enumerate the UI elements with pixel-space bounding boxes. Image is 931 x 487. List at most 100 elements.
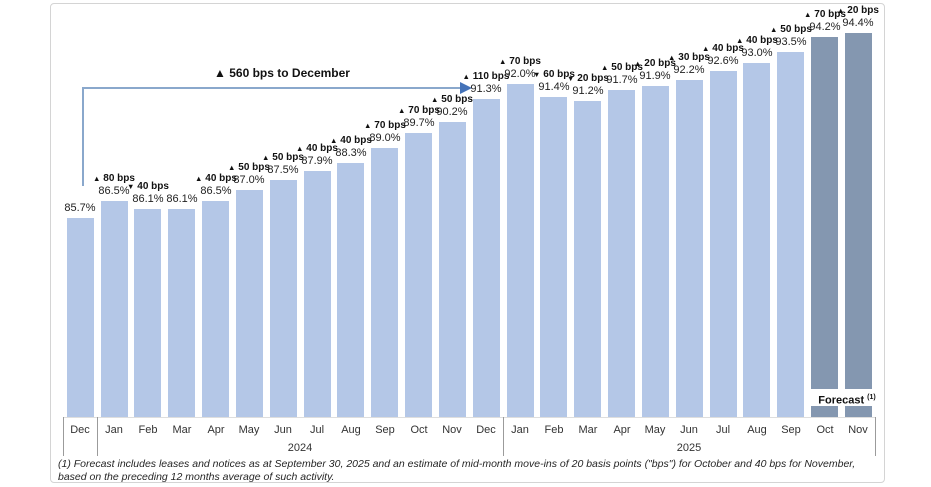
up-triangle-icon: ▲ bbox=[398, 106, 406, 115]
bar-change-label: ▲ 50 bps bbox=[262, 152, 304, 163]
axis-month-oct-10: Oct bbox=[410, 424, 428, 436]
bar-change-label: ▲ 40 bps bbox=[296, 143, 338, 154]
bar-change-label: ▼ 20 bps bbox=[567, 73, 609, 84]
bar-change-label: ▼ 60 bps bbox=[533, 69, 575, 80]
bar-feb-2 bbox=[134, 209, 161, 417]
up-triangle-icon: ▲ bbox=[195, 174, 203, 183]
bar-label-feb-2: ▼ 40 bps 86.1% bbox=[116, 180, 180, 206]
bar-label-sep-9: ▲ 70 bps 89.0% bbox=[353, 119, 417, 145]
bar-jul-7 bbox=[304, 171, 331, 417]
up-triangle-icon: ▲ bbox=[736, 36, 744, 45]
up-triangle-icon: ▲ bbox=[804, 10, 812, 19]
bar-label-jan-13: ▲ 70 bps 92.0% bbox=[488, 55, 552, 81]
axis-month-jul-19: Jul bbox=[715, 424, 731, 436]
bar-label-nov-23: ▲ 20 bps 94.4% bbox=[826, 4, 890, 30]
bar-apr-16 bbox=[608, 90, 635, 417]
axis-month-jan-1: Jan bbox=[105, 424, 123, 436]
bar-value-label: 91.2% bbox=[572, 85, 604, 97]
up-triangle-icon: ▲ bbox=[296, 144, 304, 153]
bar-change-label: ▼ 40 bps bbox=[127, 181, 169, 192]
axis-month-may-5: May bbox=[238, 424, 260, 436]
bar-change-label: ▲ 40 bps bbox=[702, 43, 744, 54]
bar-value-label: 87.0% bbox=[233, 174, 265, 186]
bar-label-apr-4: ▲ 40 bps 86.5% bbox=[184, 172, 248, 198]
up-triangle-icon: ▲ bbox=[634, 59, 642, 68]
up-triangle-icon: ▲ bbox=[837, 6, 845, 15]
bar-may-17 bbox=[642, 86, 669, 417]
axis-month-aug-20: Aug bbox=[747, 424, 767, 436]
up-triangle-icon: ▲ bbox=[364, 121, 372, 130]
bar-value-label: 94.4% bbox=[842, 17, 874, 29]
bar-change-label: ▲ 40 bps bbox=[330, 135, 372, 146]
bar-nov-23 bbox=[845, 33, 872, 417]
bar-feb-14 bbox=[540, 97, 567, 417]
x-axis-line bbox=[63, 417, 876, 418]
bar-aug-20 bbox=[743, 63, 770, 417]
annotation-text: ▲ 560 bps to December bbox=[214, 66, 350, 80]
bar-change-label: ▲ 70 bps bbox=[364, 120, 406, 131]
up-triangle-icon: ▲ bbox=[93, 174, 101, 183]
bar-value-label: 91.4% bbox=[538, 81, 570, 93]
bar-label-dec-12: ▲ 110 bps 91.3% bbox=[454, 70, 518, 96]
bar-label-may-5: ▲ 50 bps 87.0% bbox=[217, 161, 281, 187]
bar-change-label: ▲ 110 bps bbox=[462, 71, 510, 82]
bar-value-label: 89.0% bbox=[369, 132, 401, 144]
up-triangle-icon: ▲ bbox=[462, 72, 470, 81]
bar-change-label: ▲ 40 bps bbox=[736, 35, 778, 46]
up-triangle-icon: ▲ bbox=[262, 153, 270, 162]
bar-label-mar-15: ▼ 20 bps 91.2% bbox=[556, 72, 620, 98]
bar-value-label: 86.5% bbox=[200, 185, 232, 197]
bar-label-apr-16: ▲ 50 bps 91.7% bbox=[590, 61, 654, 87]
forecast-label-text: Forecast bbox=[818, 394, 865, 407]
forecast-label: Forecast (1) bbox=[811, 389, 883, 407]
axis-month-jan-13: Jan bbox=[511, 424, 529, 436]
axis-month-nov-23: Nov bbox=[848, 424, 868, 436]
bar-change-label: ▲ 20 bps bbox=[634, 58, 676, 69]
bar-mar-15 bbox=[574, 101, 601, 417]
axis-month-apr-16: Apr bbox=[613, 424, 631, 436]
up-triangle-icon: ▲ bbox=[601, 63, 609, 72]
axis-separator-0 bbox=[63, 417, 64, 456]
bar-value-label: 91.7% bbox=[606, 74, 638, 86]
arrow-head-icon bbox=[460, 82, 472, 94]
bar-change-label: ▲ 30 bps bbox=[668, 52, 710, 63]
axis-month-sep-9: Sep bbox=[375, 424, 395, 436]
bar-change-label: ▲ 20 bps bbox=[837, 5, 879, 16]
axis-month-may-17: May bbox=[644, 424, 666, 436]
bar-change-label: ▲ 50 bps bbox=[770, 24, 812, 35]
bar-sep-21 bbox=[777, 52, 804, 417]
bar-label-aug-20: ▲ 40 bps 93.0% bbox=[725, 34, 789, 60]
axis-month-nov-11: Nov bbox=[442, 424, 462, 436]
bar-value-label: 91.9% bbox=[639, 70, 671, 82]
down-triangle-icon: ▼ bbox=[127, 182, 135, 191]
footnote: (1) Forecast includes leases and notices… bbox=[58, 458, 856, 483]
bar-aug-8 bbox=[337, 163, 364, 417]
axis-month-oct-22: Oct bbox=[816, 424, 834, 436]
bar-change-label: ▲ 70 bps bbox=[398, 105, 440, 116]
bar-value-label: 92.0% bbox=[504, 68, 536, 80]
bar-change-label: ▲ 70 bps bbox=[804, 9, 846, 20]
bar-value-label: 90.2% bbox=[436, 106, 468, 118]
down-triangle-icon: ▼ bbox=[533, 70, 541, 79]
axis-month-feb-2: Feb bbox=[138, 424, 158, 436]
bar-jan-13 bbox=[507, 84, 534, 417]
bar-mar-3 bbox=[168, 209, 195, 417]
bar-jun-6 bbox=[270, 180, 297, 417]
up-triangle-icon: ▲ bbox=[770, 25, 778, 34]
bar-label-may-17: ▲ 20 bps 91.9% bbox=[623, 57, 687, 83]
down-triangle-icon: ▼ bbox=[567, 74, 575, 83]
bar-value-label: 93.0% bbox=[741, 47, 773, 59]
up-triangle-icon: ▲ bbox=[330, 136, 338, 145]
up-triangle-icon: ▲ bbox=[668, 53, 676, 62]
bar-label-jun-18: ▲ 30 bps 92.2% bbox=[657, 51, 721, 77]
annotation-arrow-horizontal-line bbox=[82, 87, 461, 89]
axis-separator-1 bbox=[97, 417, 98, 456]
bar-label-jan-1: ▲ 80 bps 86.5% bbox=[82, 172, 146, 198]
up-triangle-icon: ▲ bbox=[702, 44, 710, 53]
axis-month-mar-3: Mar bbox=[172, 424, 192, 436]
bar-value-label: 92.6% bbox=[707, 55, 739, 67]
bar-value-label: 86.5% bbox=[98, 185, 130, 197]
bar-value-label: 85.7% bbox=[64, 202, 96, 214]
bar-dec-12 bbox=[473, 99, 500, 417]
axis-separator-2 bbox=[503, 417, 504, 456]
